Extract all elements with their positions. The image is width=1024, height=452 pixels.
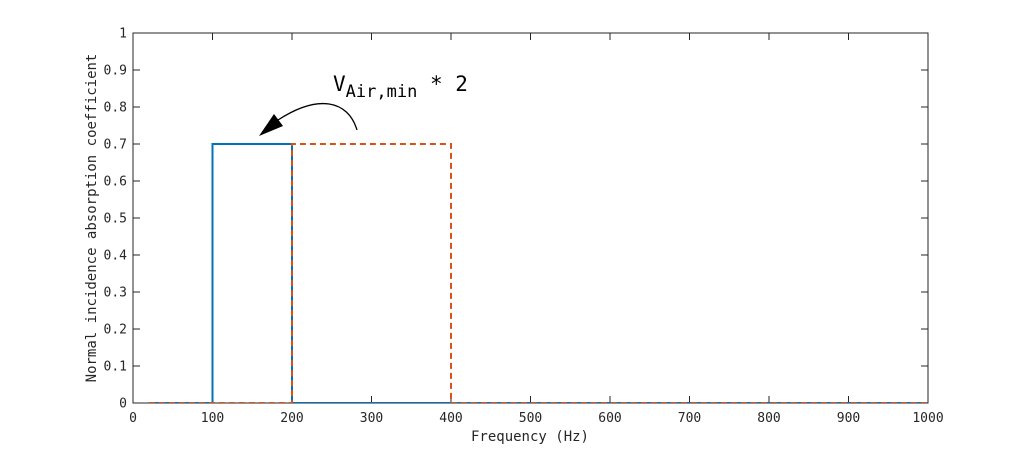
annotation-base: V	[333, 72, 346, 96]
y-tick-label: 0.3	[104, 286, 127, 301]
x-tick-label: 500	[519, 411, 542, 426]
annotation-arrowhead	[259, 114, 283, 136]
x-tick-label: 1000	[912, 411, 943, 426]
annotation-suffix: * 2	[417, 72, 468, 96]
y-tick-label: 0.2	[104, 323, 127, 338]
x-tick-label: 600	[598, 411, 621, 426]
y-tick-label: 0.9	[104, 64, 127, 79]
x-tick-label: 0	[129, 411, 137, 426]
series-layer	[148, 143, 928, 403]
x-tick-label: 300	[360, 411, 383, 426]
series-line-2	[148, 143, 928, 403]
y-tick-label: 0.1	[104, 360, 127, 375]
x-tick-label: 100	[201, 411, 224, 426]
y-tick-label: 0.5	[104, 212, 127, 227]
x-tick-label: 400	[439, 411, 462, 426]
annotation-label: VAir,min * 2	[333, 72, 468, 102]
series-line-1	[148, 143, 928, 403]
annotation-arrow	[277, 102, 358, 131]
x-tick-label: 200	[280, 411, 303, 426]
x-tick-label: 700	[678, 411, 701, 426]
y-tick-label: 1	[119, 27, 127, 42]
y-tick-label: 0.6	[104, 175, 127, 190]
annotation-subscript: Air,min	[346, 82, 418, 102]
annotation: VAir,min * 2	[259, 72, 468, 136]
y-tick-label: 0.7	[104, 138, 127, 153]
y-tick-label: 0.8	[104, 101, 127, 116]
axis-ticks: 0 100 200 300 400 500 600 700 800 900 1000 0 0.1 0.2 0…	[104, 27, 944, 427]
x-tick-label: 900	[837, 411, 860, 426]
x-axis-title: Frequency (Hz)	[471, 429, 589, 445]
plot-area	[132, 32, 929, 404]
y-tick-label: 0	[119, 397, 127, 412]
y-axis-title: Normal incidence absorption coefficient	[84, 54, 100, 383]
x-tick-label: 800	[757, 411, 780, 426]
y-tick-label: 0.4	[104, 249, 128, 264]
